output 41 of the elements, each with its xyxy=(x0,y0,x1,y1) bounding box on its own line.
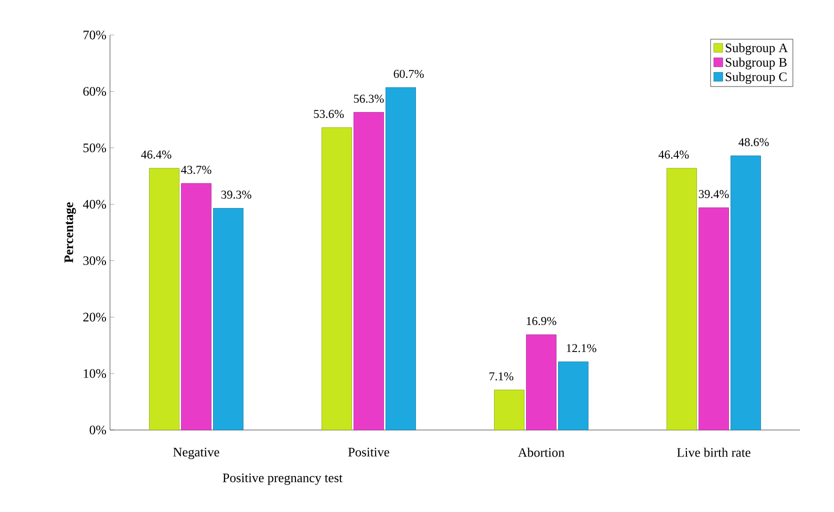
y-tick-label: 10% xyxy=(84,369,106,378)
data-label: 43.7% xyxy=(181,166,212,174)
legend-label: Subgroup B xyxy=(726,58,787,70)
data-label: 16.9% xyxy=(526,316,556,326)
x-tick-label: Positive xyxy=(348,448,390,456)
data-label: 46.4% xyxy=(658,150,689,159)
data-label: 48.6% xyxy=(738,138,769,146)
bar xyxy=(181,183,212,430)
y-tick-label: 70% xyxy=(84,30,106,40)
bar xyxy=(213,208,244,430)
data-label: 39.4% xyxy=(698,190,729,198)
bar xyxy=(526,334,556,430)
data-label: 56.3% xyxy=(354,94,384,103)
y-tick-label: 50% xyxy=(83,143,106,152)
bar xyxy=(698,207,729,430)
bar xyxy=(354,112,384,430)
y-tick-label: 20% xyxy=(83,312,106,322)
bar xyxy=(730,156,761,430)
bar xyxy=(322,127,352,430)
x-tick-label: Live birth rate xyxy=(677,448,750,457)
data-label: 12.1% xyxy=(566,344,596,352)
y-tick-label: 0% xyxy=(90,426,106,434)
legend-label: Subgroup A xyxy=(726,43,788,55)
bar xyxy=(558,362,588,430)
x-tick-label: Abortion xyxy=(518,448,564,457)
data-label: 53.6% xyxy=(314,110,344,118)
y-tick-label: 30% xyxy=(83,256,106,266)
data-label: 60.7% xyxy=(394,70,424,78)
data-label: 7.1% xyxy=(490,372,514,380)
text: Positive pregnancy test xyxy=(222,474,342,485)
legend-label: Subgroup C xyxy=(726,72,786,84)
bar xyxy=(666,168,697,430)
data-label: 46.4% xyxy=(141,150,172,159)
bar xyxy=(494,390,524,430)
y-axis-title: Percentage xyxy=(64,202,76,263)
bar xyxy=(149,168,180,430)
y-tick-label: 40% xyxy=(82,200,106,209)
y-tick-label: 60% xyxy=(83,87,106,96)
x-tick-label: Negative xyxy=(173,448,220,460)
data-label: 39.3% xyxy=(221,190,252,199)
bar xyxy=(386,87,416,430)
